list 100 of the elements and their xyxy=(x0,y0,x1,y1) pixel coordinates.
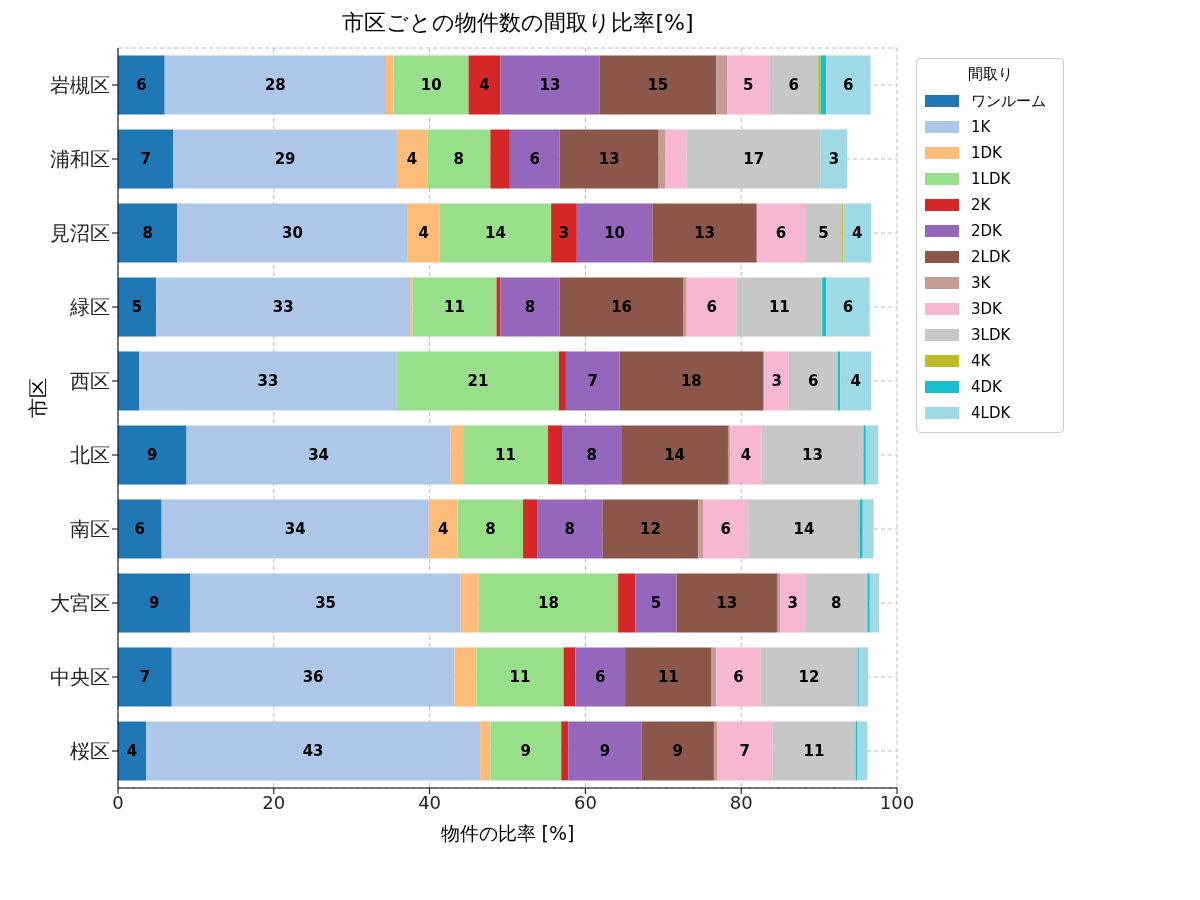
bar xyxy=(118,573,191,633)
data-label: 11 xyxy=(444,297,465,316)
y-axis-title: 市区 xyxy=(26,378,51,418)
bar xyxy=(385,55,394,115)
bar xyxy=(186,425,451,485)
bar xyxy=(427,129,491,189)
bar xyxy=(500,55,600,115)
data-label: 12 xyxy=(798,667,820,686)
bar xyxy=(463,425,549,485)
data-label: 8 xyxy=(485,519,496,538)
bar xyxy=(652,203,757,263)
data-label: 14 xyxy=(793,519,815,538)
data-label: 11 xyxy=(657,667,679,686)
data-label: 3 xyxy=(771,371,782,390)
bar xyxy=(177,203,408,263)
data-label: 8 xyxy=(586,445,597,464)
data-label: 6 xyxy=(733,667,744,686)
legend-label: 2DK xyxy=(971,222,1002,240)
legend-label: 3K xyxy=(971,274,991,292)
data-label: 30 xyxy=(282,223,303,242)
data-label: 9 xyxy=(149,593,160,612)
data-label: 15 xyxy=(647,75,669,94)
bar xyxy=(139,351,397,411)
data-label: 14 xyxy=(484,223,506,242)
bar xyxy=(396,351,559,411)
bar xyxy=(621,425,728,485)
bar xyxy=(665,129,687,189)
data-label: 16 xyxy=(611,297,633,316)
data-label: 11 xyxy=(509,667,531,686)
bar xyxy=(840,351,872,411)
bar xyxy=(439,203,552,263)
y-tick-label: 南区 xyxy=(70,517,110,542)
data-label: 13 xyxy=(539,75,561,94)
data-label: 4 xyxy=(740,445,752,464)
data-label: 6 xyxy=(134,519,146,538)
legend-label: 3LDK xyxy=(971,326,1011,344)
bar xyxy=(658,129,666,189)
data-label: 9 xyxy=(672,741,683,760)
data-label: 21 xyxy=(467,371,489,390)
bar xyxy=(713,721,718,781)
data-label: 14 xyxy=(664,445,686,464)
data-label: 33 xyxy=(257,371,279,390)
bar xyxy=(599,55,717,115)
data-label: 3 xyxy=(828,149,840,168)
data-label: 33 xyxy=(272,297,294,316)
bar xyxy=(164,55,386,115)
legend-label: 1K xyxy=(971,118,991,136)
data-label: 5 xyxy=(650,593,662,612)
bar xyxy=(826,277,870,337)
data-label: 12 xyxy=(640,519,661,538)
data-label: 7 xyxy=(140,149,151,168)
data-label: 3 xyxy=(558,223,570,242)
bar xyxy=(805,573,868,633)
bar xyxy=(428,499,458,559)
legend-label: 1DK xyxy=(971,144,1002,162)
data-label: 29 xyxy=(274,149,296,168)
y-tick-label: 浦和区 xyxy=(50,147,110,172)
bar xyxy=(457,499,524,559)
data-label: 7 xyxy=(139,667,151,686)
bar xyxy=(788,351,838,411)
bar xyxy=(161,499,429,559)
bar xyxy=(822,277,827,337)
bar xyxy=(717,721,773,781)
bar xyxy=(118,647,172,707)
data-label: 7 xyxy=(739,741,750,760)
bar xyxy=(468,55,501,115)
bar xyxy=(118,55,165,115)
legend-label: 4K xyxy=(971,352,991,370)
bar xyxy=(450,425,464,485)
bar xyxy=(118,351,140,411)
bar xyxy=(118,129,174,189)
bar xyxy=(858,647,869,707)
legend-label: 4LDK xyxy=(971,404,1011,422)
bar xyxy=(716,647,761,707)
bar xyxy=(490,129,510,189)
bar xyxy=(780,573,806,633)
data-label: 35 xyxy=(315,593,337,612)
bar xyxy=(509,129,560,189)
data-label: 5 xyxy=(818,223,829,242)
data-label: 8 xyxy=(453,149,465,168)
bar xyxy=(764,351,789,411)
bar xyxy=(686,277,737,337)
bar xyxy=(777,573,781,633)
data-label: 43 xyxy=(302,741,324,760)
bar xyxy=(551,203,577,263)
bar xyxy=(698,499,704,559)
bar xyxy=(156,277,411,337)
x-tick-label: 20 xyxy=(262,791,286,813)
bar xyxy=(118,425,187,485)
bar xyxy=(537,499,603,559)
data-label: 5 xyxy=(742,75,754,94)
bar xyxy=(393,55,469,115)
bar xyxy=(820,129,848,189)
legend-label: 3DK xyxy=(971,300,1002,318)
bar xyxy=(171,647,455,707)
bar xyxy=(407,203,440,263)
data-label: 11 xyxy=(803,741,825,760)
legend-label: 4DK xyxy=(971,378,1002,396)
legend-label: 2LDK xyxy=(971,248,1011,266)
bar xyxy=(857,721,868,781)
